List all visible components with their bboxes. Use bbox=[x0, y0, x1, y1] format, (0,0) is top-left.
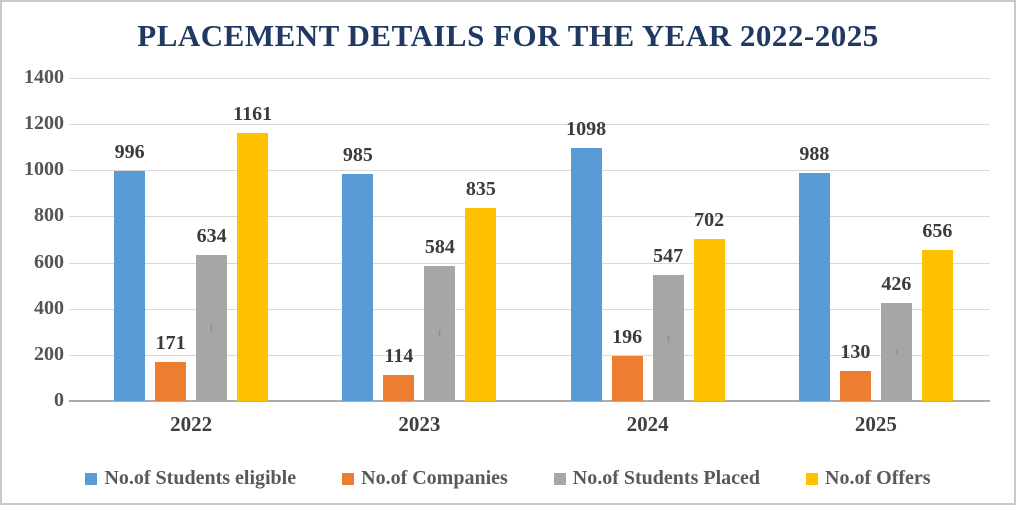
data-label-2022-series-3: 1161 bbox=[233, 103, 273, 126]
y-tick-label-200: 200 bbox=[34, 342, 64, 365]
data-label-2024-series-3: 702 bbox=[694, 209, 725, 232]
data-label-2022-series-1: 171 bbox=[155, 331, 186, 354]
bar-2022-series-1 bbox=[155, 361, 187, 401]
data-label-2025-series-0: 988 bbox=[799, 143, 830, 166]
x-axis-line bbox=[69, 400, 990, 402]
bar-2025-series-3 bbox=[921, 249, 953, 401]
legend-item-1: No.of Companies bbox=[342, 467, 508, 490]
data-label-2024-series-2: 547 bbox=[653, 244, 684, 267]
legend-marker-icon bbox=[806, 472, 819, 485]
bar-2025-series-2 bbox=[880, 302, 912, 401]
data-label-2025-series-2: 426 bbox=[881, 272, 912, 295]
gridline-1200 bbox=[69, 124, 990, 126]
legend-label: No.of Offers bbox=[825, 467, 931, 489]
plot-area: 996 171 634 1161 985 114 584 835 1098 196 547 702 98… bbox=[69, 78, 990, 402]
legend-label: No.of Students Placed bbox=[572, 467, 761, 489]
gridline-1000 bbox=[69, 170, 990, 172]
gridline-400 bbox=[69, 308, 990, 310]
legend-item-3: No.of Offers bbox=[806, 467, 931, 490]
data-label-2022-series-0: 996 bbox=[114, 141, 145, 164]
data-label-2025-series-1: 130 bbox=[840, 341, 871, 364]
x-tick-label-2024: 2024 bbox=[626, 412, 669, 436]
y-tick-label-1200: 1200 bbox=[24, 112, 64, 135]
legend-marker-icon bbox=[85, 472, 98, 485]
bar-2023-series-1 bbox=[383, 374, 415, 401]
data-label-2024-series-0: 1098 bbox=[566, 117, 607, 140]
data-label-2023-series-3: 835 bbox=[465, 178, 496, 201]
gridline-200 bbox=[69, 354, 990, 356]
x-tick-label-2025: 2025 bbox=[854, 412, 897, 436]
y-tick-label-800: 800 bbox=[34, 204, 64, 227]
legend-label: No.of Companies bbox=[361, 467, 508, 489]
y-tick-label-400: 400 bbox=[34, 296, 64, 319]
y-tick-label-1000: 1000 bbox=[24, 158, 64, 181]
bar-2024-series-3 bbox=[693, 239, 725, 401]
y-tick-label-1400: 1400 bbox=[24, 66, 64, 89]
bar-2022-series-0 bbox=[114, 171, 146, 401]
bar-2024-series-2 bbox=[652, 274, 684, 401]
data-label-2022-series-2: 634 bbox=[196, 224, 227, 247]
legend-label: No.of Students eligible bbox=[104, 467, 297, 489]
bar-2022-series-3 bbox=[237, 133, 269, 401]
y-tick-label-0: 0 bbox=[54, 389, 64, 412]
bar-2023-series-3 bbox=[465, 208, 497, 401]
data-label-2023-series-2: 584 bbox=[424, 236, 455, 259]
y-tick-label-600: 600 bbox=[34, 250, 64, 273]
x-axis: 2022 2023 2024 2025 bbox=[77, 412, 990, 442]
bar-2022-series-2 bbox=[196, 254, 228, 401]
legend: No.of Students eligible No.of Companies No… bbox=[2, 467, 1014, 490]
legend-item-0: No.of Students eligible bbox=[85, 467, 296, 490]
bar-2023-series-0 bbox=[342, 173, 374, 401]
legend-marker-icon bbox=[553, 472, 566, 485]
bar-2025-series-0 bbox=[798, 173, 830, 401]
bar-2025-series-1 bbox=[839, 371, 871, 401]
data-label-2023-series-0: 985 bbox=[342, 143, 373, 166]
bar-2023-series-2 bbox=[424, 266, 456, 401]
bar-2024-series-1 bbox=[611, 355, 643, 401]
legend-item-2: No.of Students Placed bbox=[553, 467, 761, 490]
gridline-1400 bbox=[69, 78, 990, 79]
data-label-2023-series-1: 114 bbox=[384, 344, 414, 367]
bar-2024-series-0 bbox=[570, 147, 602, 401]
y-axis: 0 200 400 600 800 1000 1200 1400 bbox=[2, 66, 64, 411]
gridline-600 bbox=[69, 262, 990, 264]
chart-title: PLACEMENT DETAILS FOR THE YEAR 2022-2025 bbox=[137, 18, 879, 53]
gridline-800 bbox=[69, 216, 990, 218]
x-tick-label-2023: 2023 bbox=[398, 412, 441, 436]
data-label-2025-series-3: 656 bbox=[922, 219, 953, 242]
x-tick-label-2022: 2022 bbox=[170, 412, 213, 436]
legend-marker-icon bbox=[342, 472, 355, 485]
data-label-2024-series-1: 196 bbox=[612, 325, 643, 348]
